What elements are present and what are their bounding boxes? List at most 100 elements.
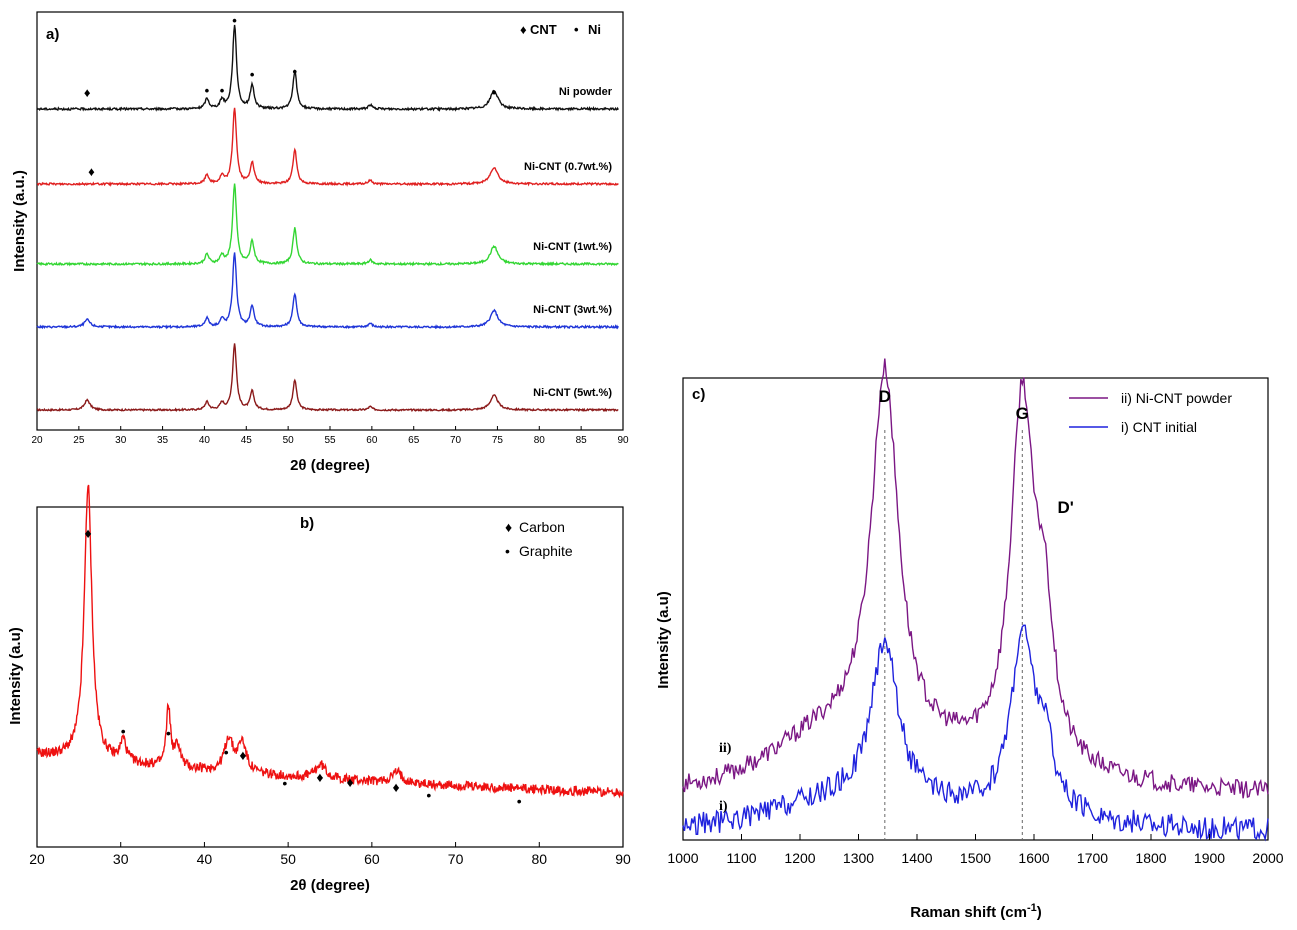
b-tick-label-3: 50: [280, 851, 296, 867]
panel-a-ylabel: Intensity (a.u.): [11, 170, 28, 272]
series-ii-tag: ii): [719, 741, 732, 756]
c-tick-label-1: 1100: [726, 850, 756, 866]
raman-peak-label-1: G: [1016, 404, 1029, 423]
legend-graphite-label: Graphite: [519, 543, 573, 559]
panel-a-label: a): [46, 26, 59, 43]
panel-c-label: c): [692, 386, 705, 403]
panel-c-xlabel-end: ): [1037, 904, 1042, 921]
a-tick-label-5: 45: [241, 435, 253, 446]
panel-c: c) D G D' ii) Ni-CNT powder i) CNT initial…: [655, 358, 1284, 921]
panel-b-x-ticks: 20 30 40 50 60 70 80 90: [29, 842, 631, 867]
peak-marker-3wt: ♦: [88, 164, 95, 179]
b-peak-marker-10: •: [517, 793, 522, 809]
panel-b: b) ♦ Carbon • Graphite ♦ • • • ♦ • ♦ ♦ ♦ • • 20 30 4…: [7, 484, 631, 894]
b-tick-label-4: 60: [364, 851, 380, 867]
panel-c-ylabel: Intensity (a.u): [655, 591, 672, 689]
a-tick-label-8: 60: [366, 435, 378, 446]
series-label-3: Ni-CNT (0.7wt.%): [524, 161, 612, 173]
panel-b-legend: ♦ Carbon • Graphite: [505, 519, 573, 559]
b-peak-marker-8: ♦: [393, 779, 400, 795]
c-tick-label-0: 1000: [667, 850, 698, 866]
peak-marker-1: •: [205, 83, 210, 98]
c-tick-label-4: 1400: [901, 850, 932, 866]
b-peak-marker-2: •: [166, 725, 171, 741]
b-tick-label-7: 90: [615, 851, 631, 867]
legend-ni-cnt-label: ii) Ni-CNT powder: [1121, 390, 1232, 406]
raman-series-0: [682, 358, 1269, 799]
a-tick-label-7: 55: [324, 435, 336, 446]
a-tick-label-6: 50: [283, 435, 295, 446]
peak-marker-2: •: [220, 83, 225, 98]
b-tick-label-0: 20: [29, 851, 45, 867]
c-tick-label-10: 2000: [1252, 850, 1283, 866]
panel-c-xlabel-main: Raman shift (cm: [910, 904, 1027, 921]
b-tick-label-2: 40: [197, 851, 213, 867]
panel-a-series-labels: Ni-CNT (5wt.%) Ni-CNT (3wt.%) Ni-CNT (1wt.…: [524, 86, 613, 399]
legend-carbon-label: Carbon: [519, 519, 565, 535]
panel-b-xlabel: 2θ (degree): [290, 877, 370, 894]
c-tick-label-7: 1700: [1077, 850, 1108, 866]
panel-c-series: [682, 358, 1269, 842]
xrd-series-2: [36, 183, 619, 267]
a-tick-label-13: 85: [576, 435, 588, 446]
panel-a-legend: ♦ CNT • Ni: [520, 22, 601, 37]
b-tick-label-6: 80: [531, 851, 547, 867]
a-tick-label-1: 25: [73, 435, 85, 446]
raman-peak-label-0: D: [879, 387, 891, 406]
panel-c-legend: ii) Ni-CNT powder i) CNT initial: [1069, 390, 1232, 435]
a-tick-label-4: 40: [199, 435, 211, 446]
xrd-series-1: [36, 252, 619, 330]
panel-b-ylabel: Intensity (a.u): [7, 627, 24, 725]
series-label-1: Ni-CNT (3wt.%): [533, 304, 612, 316]
c-tick-label-3: 1300: [843, 850, 874, 866]
panel-a-x-ticks: 20 25 30 35 40 45 50 55 60 65 70 75 80 85 90: [31, 426, 629, 446]
panel-b-markers: ♦ • • • ♦ • ♦ ♦ ♦ • •: [84, 525, 521, 809]
b-peak-marker-5: •: [282, 775, 287, 791]
b-peak-marker-6: ♦: [316, 769, 323, 785]
b-peak-marker-7: ♦: [347, 774, 354, 790]
raman-series-1: [682, 624, 1269, 842]
c-tick-label-2: 1200: [784, 850, 815, 866]
c-tick-label-8: 1800: [1135, 850, 1166, 866]
xrd-carbon-series: [36, 484, 624, 799]
legend-cnt-label: CNT: [530, 22, 557, 37]
panel-a-markers: ♦ • • • • • • ♦: [84, 13, 497, 179]
b-peak-marker-1: •: [121, 723, 126, 739]
peak-marker-4: •: [250, 67, 255, 82]
a-tick-label-2: 30: [115, 435, 127, 446]
a-tick-label-0: 20: [31, 435, 43, 446]
legend-cnt-symbol: ♦: [520, 22, 527, 37]
a-tick-label-14: 90: [617, 435, 629, 446]
b-peak-marker-4: ♦: [239, 747, 246, 763]
a-tick-label-11: 75: [492, 435, 504, 446]
legend-ni-symbol: •: [574, 22, 579, 37]
xrd-series-0: [36, 343, 619, 413]
panel-c-guides: [884, 430, 1023, 840]
legend-carbon-symbol: ♦: [505, 519, 512, 535]
panel-b-series: [36, 484, 624, 799]
panel-c-frame: [682, 377, 1269, 841]
legend-graphite-symbol: •: [505, 543, 510, 559]
b-tick-label-1: 30: [113, 851, 129, 867]
panel-c-peak-labels: D G D': [879, 387, 1074, 517]
panel-c-xlabel-sup: -1: [1027, 902, 1037, 914]
series-i-tag: i): [719, 799, 728, 814]
a-tick-label-9: 65: [408, 435, 420, 446]
b-tick-label-5: 70: [448, 851, 464, 867]
xrd-series-4: [36, 24, 619, 113]
panel-b-label: b): [300, 515, 314, 532]
xrd-series-3: [36, 107, 619, 187]
legend-ni-label: Ni: [588, 22, 601, 37]
c-tick-label-9: 1900: [1194, 850, 1225, 866]
b-peak-marker-3: •: [224, 744, 229, 760]
panel-a-xlabel: 2θ (degree): [290, 457, 370, 474]
b-peak-marker-0: ♦: [84, 525, 91, 541]
series-label-0: Ni-CNT (5wt.%): [533, 387, 612, 399]
panel-a: a) ♦ CNT • Ni ♦ • ••• ••♦ Ni-CNT (5wt.%)Ni-…: [11, 11, 629, 474]
a-tick-label-3: 35: [157, 435, 169, 446]
peak-marker-0: ♦: [84, 85, 91, 100]
a-tick-label-12: 80: [534, 435, 546, 446]
panel-a-series: [36, 24, 619, 413]
raman-peak-label-2: D': [1058, 498, 1074, 517]
